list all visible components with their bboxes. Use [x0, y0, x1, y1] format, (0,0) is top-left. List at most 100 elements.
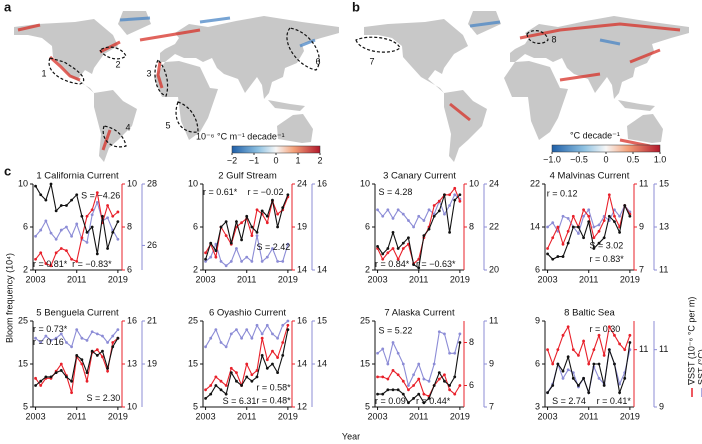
data-point [59, 247, 63, 250]
data-point [75, 193, 79, 197]
y2-tick-label: 11 [639, 344, 648, 354]
legend-label: SST (°C) [696, 349, 702, 385]
y2-tick-label: 16 [297, 315, 307, 325]
annotation: r = 0.16 [33, 337, 64, 347]
data-point [448, 193, 451, 197]
data-point [597, 376, 601, 380]
data-point [281, 260, 285, 263]
data-point [229, 241, 233, 245]
data-point [204, 397, 207, 400]
y2-tick-label: 12 [297, 401, 307, 411]
y3-tick-label: 24 [489, 178, 499, 188]
data-point [281, 354, 285, 357]
data-point [90, 330, 94, 334]
data-point [255, 208, 259, 212]
data-point [453, 351, 457, 355]
data-point [224, 264, 228, 268]
data-point [209, 255, 213, 259]
y-tick-label: 15 [360, 358, 370, 368]
x-tick-label: 2011 [409, 274, 428, 284]
data-point [219, 341, 223, 344]
x-tick-label: 2011 [67, 411, 86, 421]
data-point [443, 212, 446, 216]
y-tick-label: 6 [365, 221, 370, 231]
data-point [566, 325, 570, 329]
data-point [281, 206, 285, 210]
data-point [49, 375, 53, 379]
x-tick-label: 2003 [368, 274, 388, 284]
data-point [396, 257, 400, 261]
y3-tick-label: 28 [147, 178, 157, 188]
line-chart: 3 Canary Current 2 6 10 8 10 20 22 24 2003 2011 201… [360, 171, 499, 285]
data-point [386, 208, 390, 212]
data-point [65, 249, 68, 253]
data-point [54, 251, 58, 255]
data-point [106, 366, 109, 370]
data-point [245, 255, 249, 259]
data-point [75, 260, 79, 263]
data-point [85, 214, 89, 218]
data-point [427, 379, 431, 383]
y-tick-label: 10 [360, 178, 370, 188]
data-point [561, 376, 565, 380]
region-label: 6 [315, 56, 320, 66]
data-point [407, 236, 410, 240]
annotation: r = 0.09 [375, 396, 406, 406]
y3-tick-label: 16 [317, 178, 327, 188]
annotation: r = 0.41* [597, 396, 632, 406]
data-point [618, 230, 621, 234]
data-point [618, 391, 621, 395]
data-point [597, 223, 601, 227]
data-point [34, 234, 37, 238]
data-point [448, 351, 451, 355]
y2-tick-label: 10 [127, 178, 137, 188]
data-point [245, 328, 249, 331]
data-point [412, 397, 415, 400]
annotation: r = −0.63* [416, 259, 456, 269]
data-point [260, 336, 264, 340]
data-point [240, 336, 243, 340]
series-line [547, 342, 631, 395]
y2-tick-label: 8 [469, 221, 474, 231]
data-point [224, 220, 228, 224]
data-point [422, 234, 426, 238]
data-point [592, 225, 596, 229]
data-point [240, 221, 243, 225]
y3-tick-label: 11 [659, 344, 668, 354]
data-point [613, 333, 616, 337]
data-point [229, 332, 233, 336]
data-point [39, 228, 43, 232]
data-point [255, 369, 259, 372]
data-point [556, 348, 560, 352]
data-point [90, 208, 94, 212]
data-point [255, 230, 259, 234]
data-point [458, 341, 462, 344]
data-point [422, 219, 426, 222]
data-point [54, 209, 58, 213]
line-chart: 6 Oyashio Current 5 15 25 12 14 16 14 15 2003 2011… [188, 308, 327, 422]
colorbar [551, 144, 661, 153]
data-point [453, 375, 457, 379]
data-point [422, 392, 426, 396]
data-point [235, 247, 238, 250]
data-point [44, 375, 48, 379]
data-point [376, 392, 379, 396]
data-point [561, 255, 565, 258]
data-point [39, 193, 43, 197]
data-point [240, 238, 243, 242]
data-point [613, 208, 616, 212]
colorbar-tick-label: 0.5 [627, 154, 640, 164]
y2-tick-label: 8 [127, 221, 132, 231]
data-point [204, 251, 207, 255]
data-point [623, 376, 627, 380]
data-point [407, 219, 410, 222]
data-point [592, 247, 596, 250]
data-point [224, 234, 228, 238]
y3-tick-label: 7 [489, 401, 494, 411]
y3-tick-label: 13 [659, 221, 669, 231]
series-line [35, 192, 119, 267]
data-point [582, 339, 585, 343]
x-tick-label: 2019 [108, 274, 128, 284]
annotation: S = 4.28 [379, 187, 413, 197]
